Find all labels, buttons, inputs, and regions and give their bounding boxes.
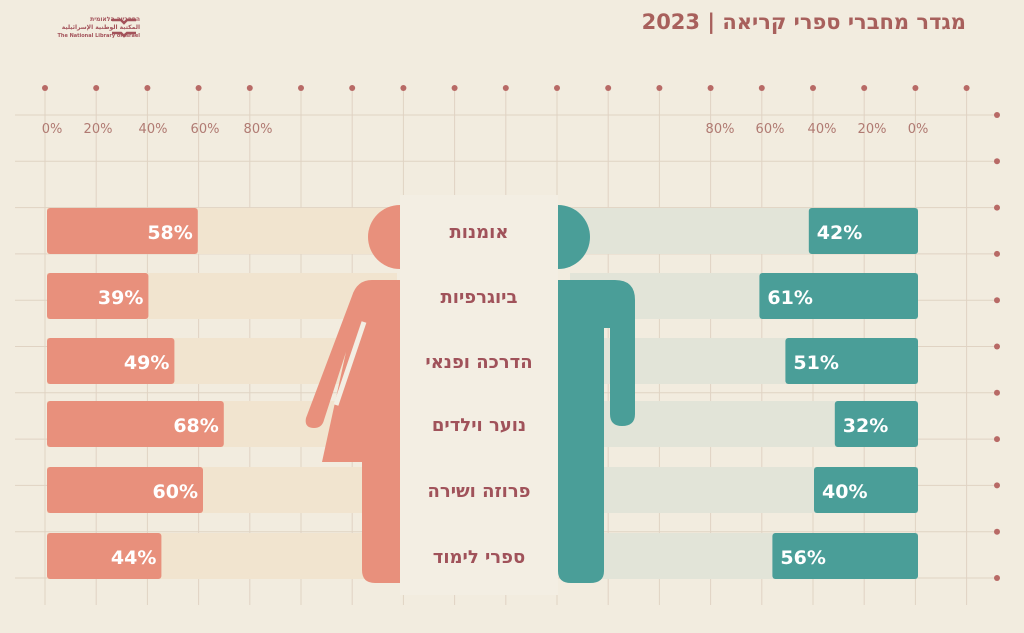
bar-male — [814, 467, 918, 513]
male-body — [558, 280, 635, 583]
bar-label-male: 42% — [817, 222, 862, 244]
grid-dot — [349, 85, 356, 91]
female-body — [305, 280, 400, 462]
bar-female — [47, 401, 224, 447]
grid-dot — [400, 85, 407, 91]
grid-dot — [810, 85, 816, 91]
bar-male — [785, 338, 918, 384]
grid-dot — [912, 85, 919, 91]
bar-label-female: 60% — [153, 481, 198, 503]
category-label: אומנות — [450, 222, 509, 243]
grid-dot — [994, 250, 1000, 257]
grid-dot — [994, 436, 1000, 443]
grid-dot — [144, 85, 151, 91]
category-label: הדרכה ופנאי — [425, 352, 532, 373]
center-panel — [400, 195, 558, 595]
grid-dot — [963, 85, 970, 91]
bar-label-male: 32% — [843, 415, 888, 437]
bar-female — [47, 338, 175, 384]
bar-male — [808, 208, 918, 254]
grid-dot — [605, 85, 612, 91]
grid-dot — [994, 158, 1000, 165]
grid-dot — [42, 85, 48, 91]
grid-dot — [994, 389, 1000, 396]
bar-male — [834, 401, 918, 447]
axis-tick-right: 80% — [706, 122, 735, 137]
axis-tick-left: 80% — [244, 122, 273, 137]
grid-dot — [451, 85, 458, 91]
logo-english: The National Library of Israel — [57, 33, 140, 39]
axis-tick-right: 40% — [808, 122, 837, 137]
bar-female — [47, 273, 149, 319]
grid-dot — [994, 297, 1000, 304]
bar-label-male: 40% — [822, 481, 867, 503]
bar-label-male: 51% — [793, 352, 838, 374]
bar-label-female: 49% — [124, 352, 169, 374]
grid-dot — [994, 112, 1000, 118]
axis-tick-right: 20% — [858, 122, 887, 137]
grid-dot — [758, 85, 765, 91]
grid-dot — [994, 528, 1000, 535]
grid-dot — [861, 85, 868, 91]
bar-female — [47, 467, 203, 513]
bar-female — [47, 533, 162, 579]
axis-tick-left: 40% — [139, 122, 168, 137]
bar-female — [47, 208, 198, 254]
grid-dot — [994, 204, 1000, 211]
grid-dot — [707, 85, 714, 91]
category-label: נוער וילדים — [432, 415, 526, 436]
male-figure-icon — [558, 205, 635, 583]
axis-tick-left: 60% — [191, 122, 220, 137]
bar-label-female: 39% — [98, 287, 143, 309]
grid-dot — [502, 85, 509, 91]
axis-tick-right: 60% — [756, 122, 785, 137]
category-label: פרוזה ושירה — [427, 481, 530, 502]
grid-dot — [994, 482, 1000, 489]
grid-dot — [195, 85, 202, 91]
bar-label-female: 44% — [111, 547, 156, 569]
bar-label-male: 61% — [767, 287, 812, 309]
female-arm-gap — [333, 321, 367, 406]
grid-dot — [298, 85, 304, 91]
female-figure-icon — [305, 205, 400, 583]
female-head — [368, 205, 400, 269]
bar-label-male: 56% — [780, 547, 825, 569]
grid-dot — [246, 85, 253, 91]
grid-dot — [93, 85, 100, 91]
bar-male — [759, 273, 918, 319]
grid-dot — [994, 575, 1000, 581]
male-head — [558, 205, 590, 269]
page-title: מגדר מחברי ספרי קריאה | 2023 — [641, 10, 966, 34]
category-label: ספרי לימוד — [433, 547, 525, 568]
axis-tick-left: 0% — [42, 122, 63, 137]
female-legs — [362, 462, 400, 583]
logo-arabic: المكتبة الوطنية الإسرائيلية — [61, 24, 140, 31]
axis-tick-right: 0% — [908, 122, 929, 137]
category-label: ביוגרפיות — [441, 287, 518, 308]
grid-dot — [554, 85, 560, 91]
grid-dot — [994, 343, 1000, 350]
grid-dot — [656, 85, 663, 91]
bar-label-female: 58% — [147, 222, 192, 244]
bar-male — [772, 533, 918, 579]
axis-tick-left: 20% — [84, 122, 113, 137]
bar-label-female: 68% — [173, 415, 218, 437]
library-logo-icon — [112, 18, 136, 38]
